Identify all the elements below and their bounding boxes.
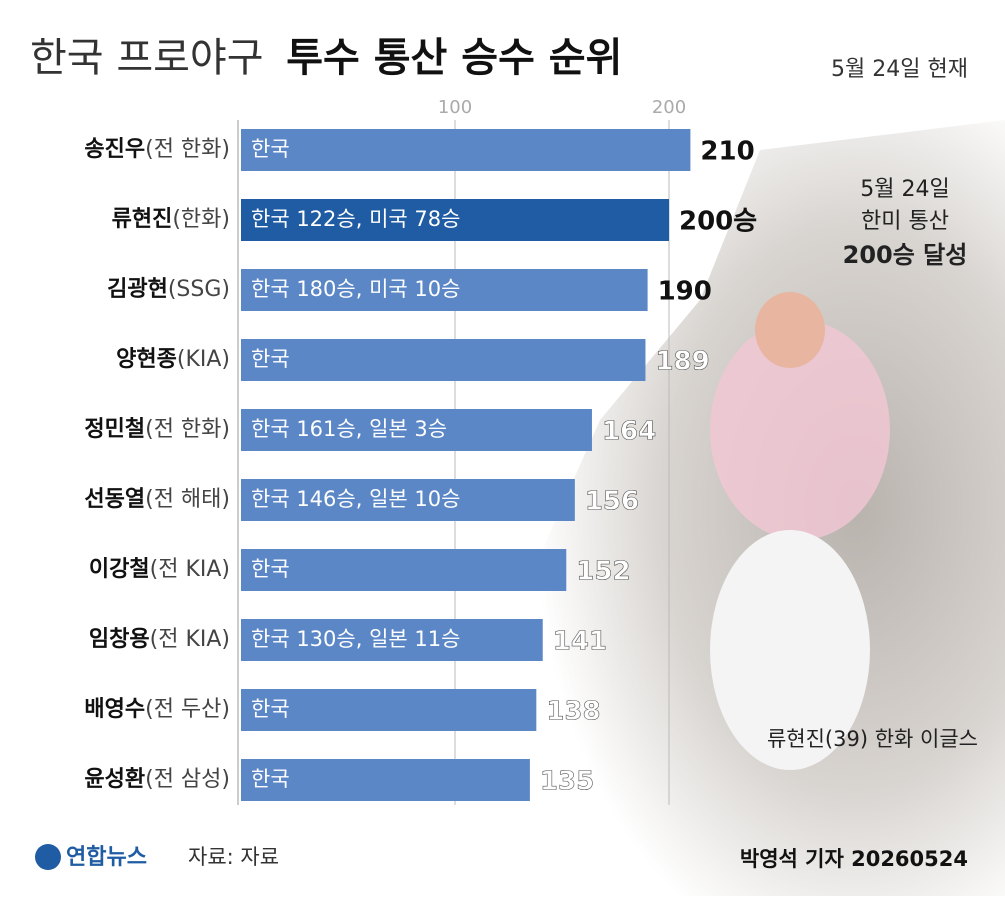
bar-label: 한국 — [251, 137, 290, 161]
credit: 박영석 기자 20260524 — [740, 847, 968, 871]
category-label: 윤성환(전 삼성) — [84, 767, 230, 792]
x-tick-label: 200 — [652, 97, 686, 118]
logo: 연합뉴스 — [66, 844, 147, 870]
category-label: 양현종(KIA) — [116, 347, 230, 372]
annotation-line: 200승 달성 — [843, 241, 968, 269]
category-label: 송진우(전 한화) — [84, 137, 230, 162]
value-label: 138 — [546, 697, 600, 727]
bar-label: 한국 — [251, 347, 290, 371]
bar — [241, 269, 648, 311]
category-label: 임창용(전 KIA) — [89, 627, 230, 652]
team-name: (전 한화) — [145, 137, 230, 162]
player-name: 송진우 — [84, 137, 145, 162]
bar — [241, 199, 669, 241]
category-label: 정민철(전 한화) — [84, 417, 230, 442]
category-label: 류현진(한화) — [112, 207, 230, 232]
annotation: 5월 24일 한미 통산 200승 달성 — [843, 177, 968, 269]
value-label: 210 — [700, 137, 754, 167]
bar — [241, 549, 567, 591]
team-name: (전 두산) — [145, 697, 230, 722]
team-name: (전 KIA) — [150, 557, 230, 582]
player-name: 김광현 — [107, 277, 168, 302]
bar-label: 한국 — [251, 697, 290, 721]
date-note: 5월 24일 현재 — [831, 57, 968, 82]
team-name: (전 삼성) — [145, 767, 230, 792]
bar — [241, 619, 543, 661]
team-name: (전 해태) — [145, 487, 230, 512]
bar-label: 한국 130승, 일본 11승 — [251, 627, 460, 651]
bar-label: 한국 146승, 일본 10승 — [251, 487, 460, 511]
player-name: 류현진 — [112, 207, 173, 232]
team-name: (전 KIA) — [150, 627, 230, 652]
bar — [241, 689, 537, 731]
bar-label: 한국 — [251, 557, 290, 581]
player-name: 선동열 — [84, 487, 145, 512]
player-figure — [710, 320, 890, 540]
annotation-line: 한미 통산 — [861, 209, 949, 234]
value-label: 135 — [540, 767, 594, 797]
team-name: (KIA) — [177, 347, 230, 372]
photo-caption: 류현진(39) 한화 이글스 — [767, 727, 978, 751]
category-label: 김광현(SSG) — [107, 277, 230, 302]
annotation-line: 5월 24일 — [860, 177, 949, 202]
bar — [241, 759, 530, 801]
source: 자료: 자료 — [188, 845, 279, 869]
bar-label: 한국 — [251, 767, 290, 791]
value-label: 141 — [553, 627, 607, 657]
bar-label: 한국 161승, 일본 3승 — [251, 417, 447, 441]
logo-icon — [35, 844, 61, 870]
value-label: 164 — [602, 417, 656, 447]
player-name: 배영수 — [84, 697, 145, 722]
player-name: 양현종 — [116, 347, 177, 372]
player-name: 윤성환 — [84, 767, 145, 792]
value-label: 152 — [576, 557, 630, 587]
x-tick-label: 100 — [438, 97, 472, 118]
value-label: 190 — [658, 277, 712, 307]
value-label: 189 — [655, 347, 709, 377]
title-light: 한국 프로야구 — [30, 35, 264, 81]
category-label: 이강철(전 KIA) — [89, 557, 230, 582]
team-name: (한화) — [172, 207, 230, 232]
bar — [241, 479, 575, 521]
bar-label: 한국 180승, 미국 10승 — [251, 277, 460, 301]
player-name: 정민철 — [84, 417, 145, 442]
bar — [241, 409, 592, 451]
value-label: 156 — [585, 487, 639, 517]
bar-label: 한국 122승, 미국 78승 — [251, 207, 460, 231]
value-label: 200승 — [679, 207, 757, 237]
category-label: 배영수(전 두산) — [84, 697, 230, 722]
player-name: 임창용 — [89, 627, 150, 652]
category-label: 선동열(전 해태) — [84, 487, 230, 512]
team-name: (전 한화) — [145, 417, 230, 442]
player-legs — [710, 530, 870, 770]
player-name: 이강철 — [89, 557, 150, 582]
title: 한국 프로야구 투수 통산 승수 순위 — [30, 35, 622, 81]
bar — [241, 339, 646, 381]
title-bold: 투수 통산 승수 순위 — [286, 35, 622, 81]
team-name: (SSG) — [168, 277, 230, 302]
player-head — [755, 292, 825, 368]
bar — [241, 129, 691, 171]
